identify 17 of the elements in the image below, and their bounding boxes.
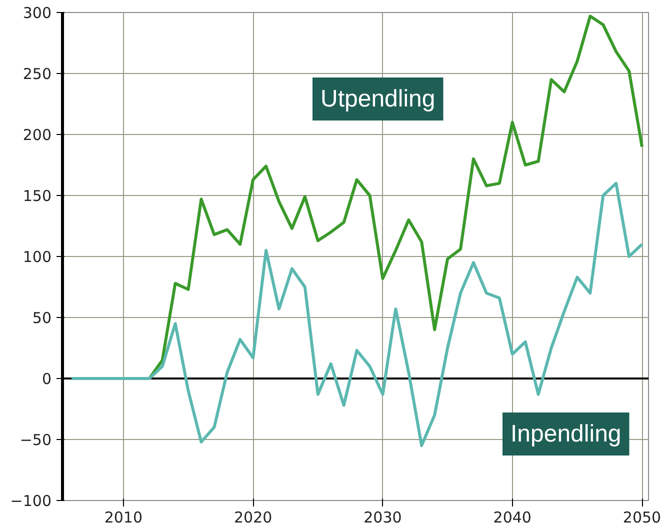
x-tick-label: 2030 xyxy=(364,508,402,525)
x-tick-label: 2020 xyxy=(234,508,272,525)
x-tick-label: 2010 xyxy=(104,508,143,525)
y-tick-label: 100 xyxy=(22,248,52,266)
line-series xyxy=(70,182,644,448)
x-tick-label: 2040 xyxy=(493,508,532,525)
y-tick-label: −50 xyxy=(20,431,52,449)
text: Utpendling xyxy=(320,86,436,112)
series-label: Inpendling xyxy=(510,420,622,448)
y-tick-label: 50 xyxy=(32,309,52,327)
y-tick-label: 200 xyxy=(22,126,52,144)
y-tick-label: −100 xyxy=(10,492,52,510)
y-tick-label: 0 xyxy=(42,370,52,388)
y-tick-label: 250 xyxy=(22,65,52,83)
x-tick-label: 2050 xyxy=(622,508,662,525)
y-tick-label: 300 xyxy=(22,4,52,22)
y-tick-label: 150 xyxy=(22,187,52,205)
